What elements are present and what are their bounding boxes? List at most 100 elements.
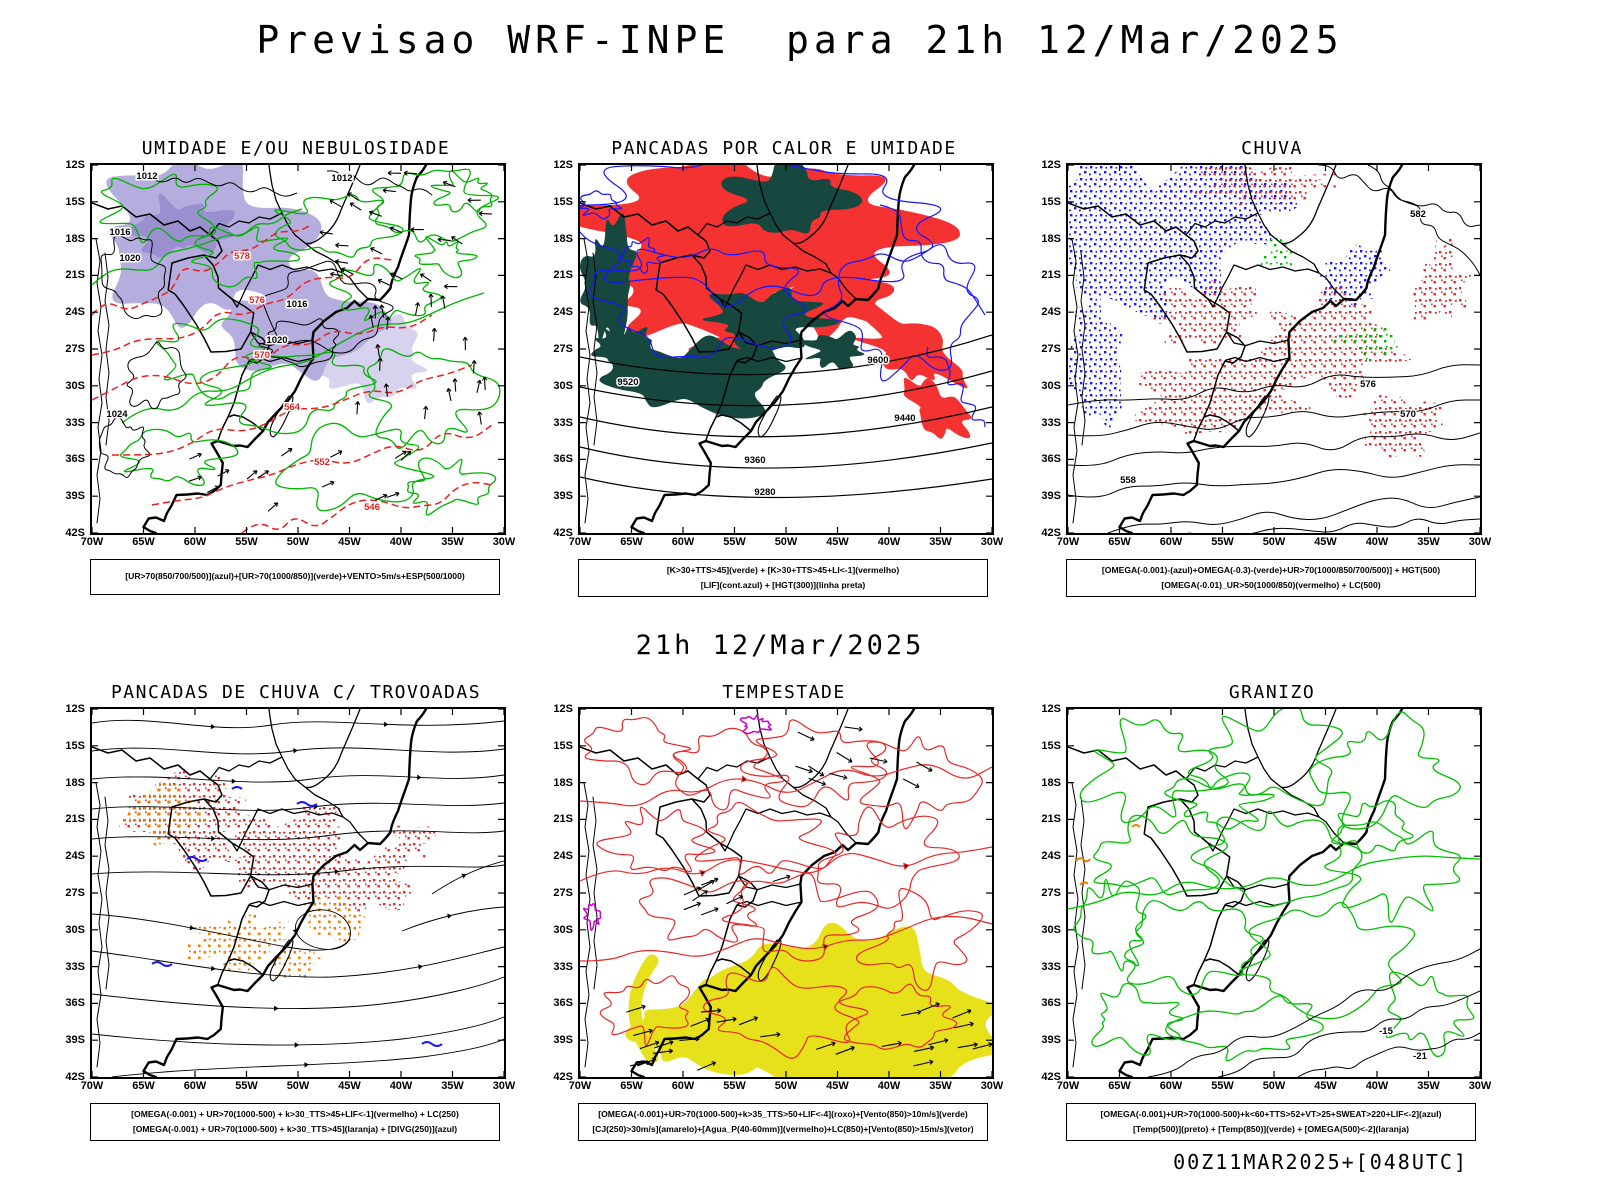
- lat-tick-label: 12S: [1041, 703, 1061, 715]
- lat-tick-label: 27S: [65, 343, 85, 355]
- lon-tick-label: 65W: [620, 536, 643, 548]
- panel-title: GRANIZO: [1228, 682, 1316, 703]
- streamline-arrowhead: [231, 778, 237, 784]
- panel-pancadas-calor: PANCADAS POR CALOR E UMIDADE 12S 15S 18S 21…: [540, 138, 1006, 598]
- svg-text:1020: 1020: [119, 253, 140, 264]
- map-chuva: 582 576 570 558: [1066, 163, 1482, 535]
- panel-chuva: CHUVA 12S 15S 18S 21S 24S 27S 30S 33S 36S 39S 42S: [1028, 138, 1494, 598]
- panel-row-1: UMIDADE E/OU NEBULOSIDADE 12S 15S 18S 21S 24…: [52, 138, 1494, 598]
- map-tempestade: [578, 707, 994, 1079]
- lon-tick-label: 60W: [183, 536, 207, 548]
- streamline-arrowhead: [189, 925, 195, 931]
- svg-text:9360: 9360: [744, 455, 765, 466]
- lon-tick-label: 65W: [1108, 1080, 1131, 1092]
- map-canvas: [92, 709, 504, 1077]
- lon-tick-label: 70W: [1056, 1080, 1080, 1092]
- lon-tick-label: 70W: [568, 536, 592, 548]
- jet-yellow-layer: [625, 922, 992, 1077]
- panel-title: PANCADAS DE CHUVA C/ TROVOADAS: [110, 682, 482, 703]
- wind-arrow-field: [354, 293, 488, 425]
- lat-tick-label: 12S: [65, 703, 85, 715]
- lat-tick-label: 36S: [553, 453, 573, 466]
- blue-contour-layer: [580, 165, 986, 428]
- lon-tick-label: 35W: [441, 536, 464, 548]
- map-canvas: -15 -21: [1068, 709, 1480, 1077]
- contour-labels: -15 -21: [1378, 1025, 1429, 1064]
- lon-tick-label: 70W: [568, 1080, 592, 1092]
- lat-tick-label: 33S: [1041, 416, 1061, 429]
- lat-tick-label: 24S: [1041, 306, 1061, 319]
- panel-trovoadas: PANCADAS DE CHUVA C/ TROVOADAS 12S 15S 18S…: [52, 682, 518, 1142]
- lat-tick-label: 15S: [65, 739, 85, 752]
- lon-tick-label: 55W: [235, 1080, 258, 1092]
- legend-line-1: [OMEGA(-0.001)+UR>70(1000-500)+k>35_TTS>…: [598, 1109, 968, 1119]
- lon-tick-label: 30W: [980, 536, 1004, 548]
- green-contour-layer: [1068, 709, 1480, 1062]
- lon-tick-label: 60W: [671, 536, 695, 548]
- lat-tick-label: 39S: [1041, 1034, 1061, 1047]
- svg-text:570: 570: [254, 350, 270, 361]
- legend-line-1: [OMEGA(-0.001)+UR>70(1000-500)+k<60+TTS>…: [1100, 1109, 1442, 1119]
- svg-text:9520: 9520: [617, 377, 638, 388]
- lat-tick-label: 18S: [1041, 232, 1061, 245]
- height-contour-layer: [1068, 165, 1480, 533]
- lat-tick-label: 36S: [1041, 997, 1061, 1010]
- tick-marks: [1068, 165, 1480, 533]
- lon-tick-label: 55W: [1211, 1080, 1234, 1092]
- svg-text:1012: 1012: [136, 171, 157, 182]
- lat-tick-label: 33S: [1041, 960, 1061, 973]
- lon-tick-label: 45W: [338, 536, 361, 548]
- streamline-arrowhead: [274, 1005, 279, 1012]
- lat-tick-label: 33S: [553, 416, 573, 429]
- contour-labels: 9600 9520 9440 9360 9280: [616, 354, 917, 500]
- lat-tick-label: 27S: [1041, 887, 1061, 899]
- legend-line-2: [OMEGA(-0.001) + UR>70(1000-500) + k>30_…: [132, 1124, 458, 1135]
- lon-tick-label: 50W: [286, 536, 310, 548]
- streamline-arrowhead: [417, 774, 422, 780]
- lat-tick-label: 15S: [1041, 739, 1061, 752]
- panel-title: TEMPESTADE: [722, 682, 846, 703]
- lon-tick-label: 65W: [620, 1080, 643, 1092]
- svg-text:1020: 1020: [266, 335, 287, 346]
- lon-axis: 70W 65W 60W 55W 50W 45W 40W 35W 30W: [52, 1079, 518, 1094]
- legend-box: [OMEGA(-0.001)-(azul)+OMEGA(-0.3)-(verde…: [1066, 559, 1476, 598]
- height-contour-layer: [580, 334, 992, 499]
- lon-axis: 70W 65W 60W 55W 50W 45W 40W 35W 30W: [540, 535, 1006, 550]
- lon-tick-label: 30W: [492, 536, 516, 548]
- lat-tick-label: 27S: [1041, 343, 1061, 355]
- tick-marks: [580, 165, 992, 533]
- page-title: Previsao WRF-INPE para 21h 12/Mar/2025: [256, 18, 1344, 62]
- lat-tick-label: 36S: [1041, 453, 1061, 466]
- svg-text:1016: 1016: [286, 299, 307, 310]
- magenta-contour-layer: [582, 714, 772, 931]
- streamline-arrowhead: [383, 721, 389, 727]
- lon-tick-label: 30W: [1468, 536, 1492, 548]
- contour-labels: 582 576 570 558: [1119, 208, 1428, 488]
- streamline-arrowhead: [211, 835, 216, 842]
- lon-tick-label: 70W: [80, 536, 104, 548]
- lat-tick-label: 42S: [553, 1071, 573, 1083]
- streamline-arrowhead: [294, 1042, 300, 1048]
- svg-text:9440: 9440: [894, 413, 915, 424]
- speckle-green-layer: [1256, 237, 1400, 362]
- legend-line-1: [UR>70(850/700/500)](azul)+[UR>70(1000/8…: [125, 571, 465, 582]
- lat-tick-label: 39S: [65, 1034, 85, 1047]
- streamline-arrowhead: [461, 873, 467, 879]
- streamline-arrowhead: [447, 913, 453, 919]
- lon-tick-label: 30W: [980, 1080, 1004, 1092]
- lon-axis: 70W 65W 60W 55W 50W 45W 40W 35W 30W: [52, 535, 518, 550]
- lon-tick-label: 65W: [132, 1080, 155, 1092]
- lat-tick-label: 42S: [1041, 527, 1061, 539]
- lat-tick-label: 39S: [553, 490, 573, 503]
- lat-tick-label: 36S: [65, 453, 85, 466]
- map-trovoadas: [90, 707, 506, 1079]
- streamline-arrowhead: [292, 928, 298, 934]
- svg-text:1012: 1012: [331, 173, 352, 184]
- lat-tick-label: 24S: [65, 850, 85, 863]
- lat-tick-label: 30S: [1041, 379, 1061, 392]
- legend-line-2: [OMEGA(-0.01)_UR>50(1000/850)(vermelho) …: [1161, 580, 1381, 591]
- lat-axis: 12S 15S 18S 21S 24S 27S 30S 33S 36S 39S 42S: [1028, 159, 1066, 539]
- map-pancadas-calor: 9600 9520 9440 9360 9280: [578, 163, 994, 535]
- lon-tick-label: 65W: [132, 536, 155, 548]
- lat-tick-label: 24S: [553, 306, 573, 319]
